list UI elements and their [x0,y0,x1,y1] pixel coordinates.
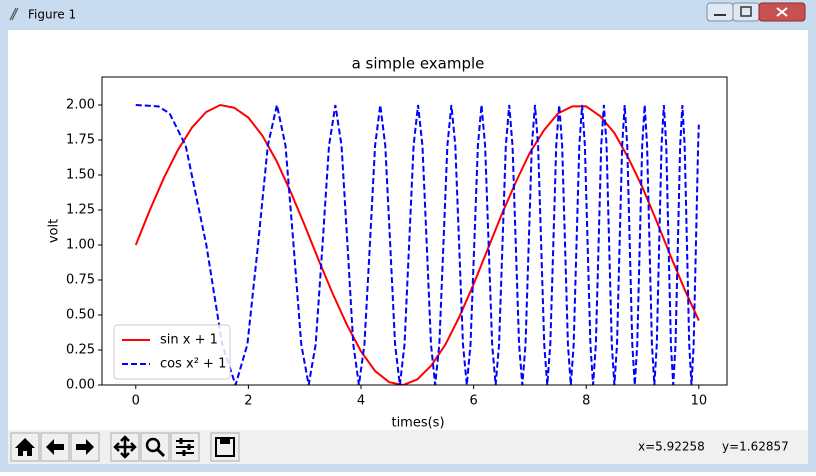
y-tick-label: 0.75 [66,273,95,288]
zoom-icon-handle [155,447,166,458]
pan-icon [113,435,137,459]
axes-frame [101,76,728,386]
y-tick-label: 0.25 [66,343,95,358]
y-tick-label: 2.00 [66,98,95,113]
zoom-icon [145,437,161,453]
zoom-button[interactable] [140,432,170,462]
home-button[interactable] [10,432,40,462]
close-icon [776,7,788,17]
x-tick-label: 6 [469,394,477,409]
y-axis-label: volt [47,219,62,243]
status-x: x=5.92258 [638,440,705,454]
plot-area: 0 2 4 6 8 10 0.00 0.25 0.50 0.75 1.00 1.25 1.50 1.75 2… [66,98,707,409]
configure-icon-knobs [179,438,191,456]
y-tick-label: 1.00 [66,238,95,253]
x-tick-label: 0 [132,394,140,409]
window-controls[interactable] [706,2,806,22]
series-line [135,104,700,385]
back-icon [46,439,64,455]
x-tick-label: 10 [691,394,708,409]
legend-label: sin x + 1 [160,333,218,348]
legend-box [113,324,231,380]
x-tick-label: 2 [244,394,252,409]
y-tick-label: 1.25 [66,203,95,218]
legend-label: cos x² + 1 [160,357,226,372]
y-tick-label: 1.50 [66,168,95,183]
x-tick-label: 8 [582,394,590,409]
x-axis-label: times(s) [391,416,444,431]
status-y: y=1.62857 [722,440,789,454]
chart-title: a simple example [352,55,485,73]
x-tick-label: 4 [357,394,365,409]
minimize-button[interactable] [706,2,734,22]
home-icon [15,438,35,456]
forward-icon [76,439,94,455]
maximize-icon [740,6,752,17]
window-icon [9,7,19,21]
toolbar-buttons[interactable] [10,432,240,462]
maximize-button[interactable] [732,2,760,22]
y-tick-label: 1.75 [66,133,95,148]
save-icon-label [220,438,230,444]
window-title: Figure 1 [28,8,76,22]
y-tick-label: 0.50 [66,308,95,323]
y-tick-label: 0.00 [66,378,95,393]
